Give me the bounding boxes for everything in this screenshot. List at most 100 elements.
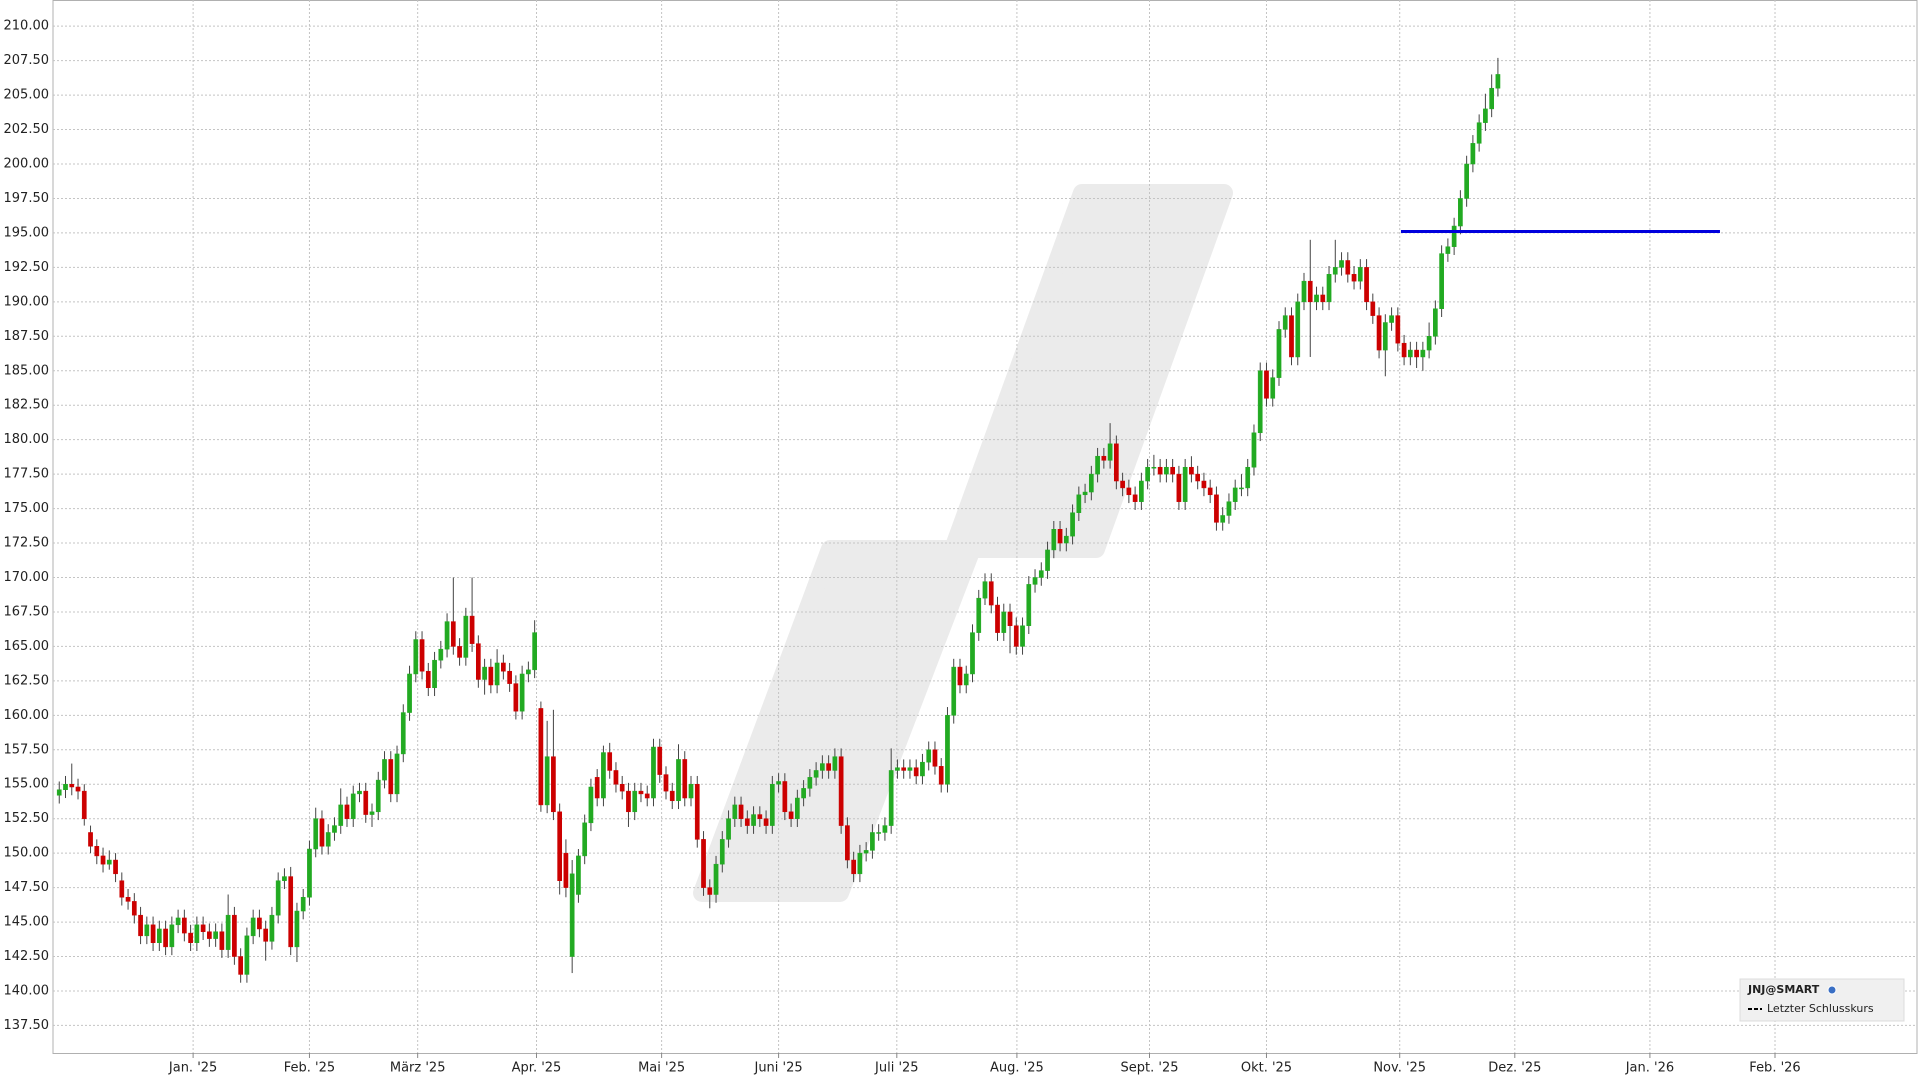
candle-body [694, 783, 700, 840]
candle-body [807, 777, 813, 789]
candle-body [419, 639, 425, 672]
candle-body [876, 832, 882, 834]
candle-body [1364, 267, 1369, 303]
candle-body [319, 818, 325, 847]
y-tick-label: 152.50 [4, 811, 50, 826]
candle-body [551, 756, 556, 813]
y-tick-label: 142.50 [4, 949, 50, 964]
y-tick-label: 155.00 [4, 777, 50, 792]
x-tick-label: Jan. '25 [168, 1061, 217, 1076]
candle-body [81, 790, 87, 819]
candle-body [275, 880, 281, 916]
candle-body [1013, 625, 1019, 647]
candle-body [970, 632, 975, 675]
candle-body [1051, 529, 1057, 551]
y-tick-label: 170.00 [4, 570, 50, 585]
candle-body [901, 767, 907, 771]
candle-body [1145, 466, 1150, 482]
candle-body [713, 863, 719, 895]
candle-body [657, 746, 663, 775]
candle-body [382, 759, 387, 781]
candle-body [851, 859, 856, 875]
candle-body [1038, 570, 1044, 578]
candle-body [313, 818, 319, 850]
candle-body [669, 790, 675, 802]
candle-body [138, 914, 143, 937]
y-tick-label: 200.00 [4, 157, 50, 172]
candle-body [175, 917, 181, 926]
candle-body [1495, 74, 1501, 89]
candle-body [207, 931, 212, 939]
candle-body [1345, 260, 1351, 275]
candle-body [682, 759, 688, 799]
candle-body [801, 788, 806, 799]
x-tick-label: Okt. '25 [1241, 1061, 1292, 1076]
legend-box [1739, 978, 1905, 1022]
candle-body [1458, 198, 1463, 227]
candle-body [563, 852, 569, 888]
candle-body [232, 914, 237, 957]
candle-body [913, 767, 919, 777]
candle-body [1470, 143, 1476, 165]
candle-body [782, 781, 788, 813]
legend-label: Letzter Schlusskurs [1767, 1002, 1874, 1015]
candle-body [838, 756, 844, 826]
candle-body [870, 832, 875, 851]
candle-body [701, 839, 706, 888]
candle-body [995, 604, 1000, 633]
candle-body [920, 761, 925, 777]
candle-body [463, 615, 469, 658]
candle-body [369, 811, 375, 815]
candle-body [738, 804, 744, 819]
y-tick-label: 172.50 [4, 536, 50, 551]
candle-body [1132, 494, 1138, 502]
candle-body [300, 897, 306, 912]
y-tick-label: 137.50 [4, 1018, 50, 1033]
y-tick-label: 140.00 [4, 983, 50, 998]
candle-body [332, 825, 337, 833]
candle-body [1376, 315, 1382, 351]
x-tick-label: Apr. '25 [512, 1061, 562, 1076]
candle-body [632, 790, 638, 813]
y-tick-label: 167.50 [4, 604, 50, 619]
candle-body [1401, 342, 1407, 358]
candle-body [1307, 280, 1313, 303]
candle-body [1082, 491, 1088, 496]
candle-body [776, 781, 781, 785]
y-tick-label: 160.00 [4, 708, 50, 723]
candle-body [751, 814, 756, 826]
candle-body [1395, 315, 1401, 344]
candle-body [763, 818, 769, 826]
candle-body [726, 818, 731, 840]
candle-body [1326, 274, 1332, 303]
candle-body [1295, 301, 1301, 358]
y-tick-label: 210.00 [4, 19, 50, 34]
candle-body [1314, 294, 1319, 303]
candle-body [238, 956, 244, 975]
candle-body [1088, 473, 1094, 493]
candle-body [1020, 625, 1025, 647]
candle-body [457, 646, 462, 658]
candle-body [601, 752, 606, 799]
candle-body [156, 928, 162, 943]
candle-body [1114, 443, 1119, 482]
candle-body [544, 756, 550, 806]
candle-body [144, 924, 150, 937]
y-tick-label: 202.50 [4, 122, 50, 137]
candle-body [557, 811, 563, 881]
y-tick-label: 175.00 [4, 501, 50, 516]
candle-body [744, 818, 750, 826]
candle-body [482, 666, 487, 680]
candle-body [282, 876, 287, 881]
candle-body [88, 832, 93, 847]
candle-body [488, 666, 494, 686]
candle-body [644, 793, 650, 799]
candle-body [1220, 515, 1226, 523]
y-tick-label: 192.50 [4, 260, 50, 275]
candle-body [1351, 274, 1357, 282]
candle-body [1489, 87, 1495, 110]
candle-body [1382, 322, 1388, 351]
candle-body [513, 683, 519, 712]
candle-body [1426, 336, 1432, 351]
x-tick-label: Feb. '26 [1749, 1061, 1800, 1076]
